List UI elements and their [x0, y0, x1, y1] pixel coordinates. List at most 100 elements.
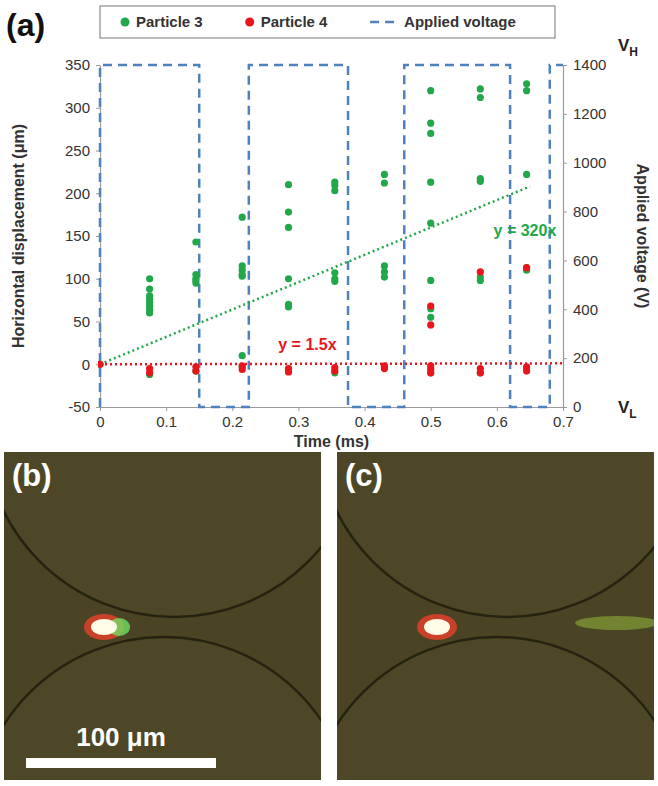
tick-label: 1200: [573, 105, 606, 122]
tick-mark: [563, 163, 567, 164]
point: [523, 264, 530, 271]
tick-label: 300: [65, 99, 90, 116]
post-outline: [4, 637, 321, 780]
tick-mark: [563, 358, 567, 359]
point: [427, 314, 434, 321]
point: [427, 369, 434, 376]
tick: 0: [96, 407, 104, 430]
point: [146, 285, 153, 292]
tick: 200: [563, 349, 598, 366]
image-panel: (b)100 μm: [0, 237, 364, 786]
point: [285, 303, 292, 310]
point: [192, 367, 199, 374]
point: [477, 277, 484, 284]
tick-mark: [563, 407, 567, 408]
point: [523, 367, 530, 374]
point: [523, 171, 530, 178]
tick-label: -50: [68, 398, 90, 415]
tick-label: 350: [65, 56, 90, 73]
point: [285, 208, 292, 215]
point: [477, 268, 484, 275]
legend: Particle 3Particle 4Applied voltage: [100, 6, 555, 38]
series-points: [98, 264, 530, 376]
tick-label: 0.3: [288, 413, 309, 430]
tick-label: 0: [96, 413, 104, 430]
y-axis-title: Horizontal displacement (μm): [10, 124, 27, 348]
point: [427, 277, 434, 284]
legend-symbol: [370, 21, 398, 24]
series-points: [98, 80, 530, 378]
tick: 250: [65, 142, 100, 159]
legend-label: Particle 4: [261, 13, 328, 30]
tick: 0: [563, 398, 581, 415]
voltage-level-label: VL: [618, 398, 637, 421]
point: [523, 80, 530, 87]
scale-bar-label: 100 μm: [76, 722, 166, 752]
tick-mark: [96, 407, 100, 408]
point: [98, 361, 104, 368]
point: [239, 214, 246, 221]
particle-glow: [417, 614, 457, 640]
tick: 0.3: [288, 407, 309, 430]
point: [381, 365, 388, 372]
tick-mark: [298, 407, 299, 411]
particle-core: [91, 619, 117, 635]
point: [427, 130, 434, 137]
tick: 0.1: [156, 407, 177, 430]
tick-label: 0.5: [421, 413, 442, 430]
post-outline: [337, 637, 654, 780]
point: [477, 369, 484, 376]
tick-mark: [497, 407, 498, 411]
legend-symbol: [121, 18, 130, 27]
trend-line: [100, 186, 530, 364]
point: [427, 120, 434, 127]
legend-symbol: [245, 18, 254, 27]
point: [477, 85, 484, 92]
tick-label: 100: [65, 270, 90, 287]
tick-mark: [563, 114, 567, 115]
tick: 0.7: [553, 407, 574, 430]
point: [192, 238, 199, 245]
point: [427, 179, 434, 186]
tick: 0: [82, 356, 100, 373]
point: [381, 179, 388, 186]
tick: 350: [65, 56, 100, 73]
legend-label: Applied voltage: [404, 13, 516, 30]
tick-mark: [365, 407, 366, 411]
point: [523, 264, 530, 271]
tick-mark: [563, 260, 567, 261]
tick: 600: [563, 252, 598, 269]
axis-line: [563, 66, 564, 408]
point: [427, 220, 434, 227]
point: [239, 352, 246, 359]
tick: 300: [65, 99, 100, 116]
tick: 0.2: [222, 407, 243, 430]
particle-core: [424, 619, 450, 635]
tick: 150: [65, 227, 100, 244]
trend-line: [100, 362, 563, 365]
tick: 1000: [563, 154, 606, 171]
tick: 0.6: [487, 407, 508, 430]
tick: 50: [73, 313, 100, 330]
point: [523, 87, 530, 94]
tick-label: 0: [573, 398, 581, 415]
axis-xticks: 0 0.1 0.2 0.3 0.4 0.5 0.6 0.7: [96, 407, 574, 430]
chart-svg: 0 0.1 0.2 0.3 0.4 0.5 0.6 0.7 -50 0 50 100 150 200 250…: [0, 0, 658, 786]
point: [477, 369, 484, 376]
point: [331, 187, 338, 194]
tick-label: 200: [573, 349, 598, 366]
tick-label: 1000: [573, 154, 606, 171]
post-outline: [337, 452, 654, 617]
tick-label: 600: [573, 252, 598, 269]
tick: 0.5: [421, 407, 442, 430]
tick-mark: [96, 108, 100, 109]
plot-area: [98, 65, 563, 407]
tick-label: 400: [573, 301, 598, 318]
tick: 0.4: [355, 407, 376, 430]
post-outline: [4, 452, 321, 617]
point: [146, 309, 153, 316]
tick-mark: [100, 407, 101, 411]
point: [192, 279, 199, 286]
point: [381, 273, 388, 280]
tick-label: 200: [65, 185, 90, 202]
